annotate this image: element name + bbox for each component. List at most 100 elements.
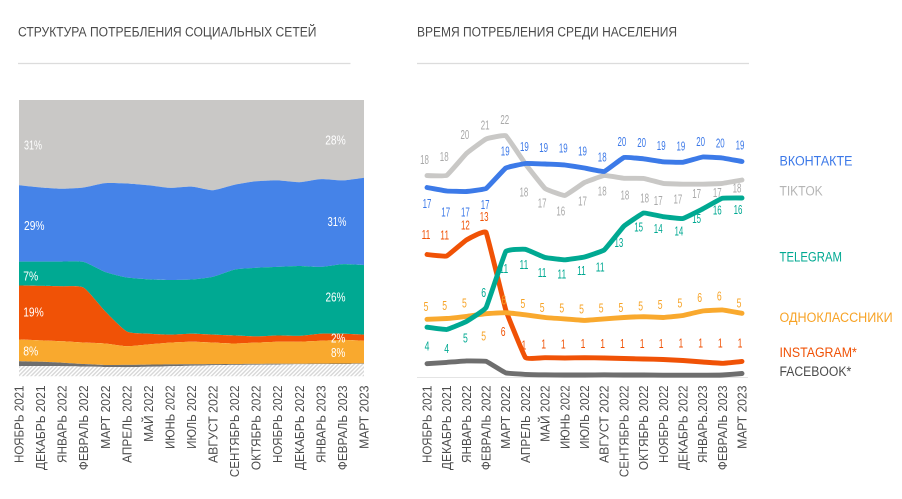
svg-text:18: 18 [598, 185, 607, 199]
svg-text:31%: 31% [24, 137, 42, 152]
svg-text:29%: 29% [24, 218, 45, 233]
svg-text:5: 5 [638, 299, 643, 313]
svg-text:16: 16 [556, 205, 565, 219]
svg-text:5: 5 [579, 303, 584, 317]
svg-text:11: 11 [596, 261, 605, 275]
svg-text:20: 20 [637, 136, 646, 150]
svg-text:19: 19 [520, 140, 529, 154]
svg-text:1: 1 [718, 337, 723, 351]
svg-text:СЕНТЯБРЬ 2022: СЕНТЯБРЬ 2022 [616, 386, 631, 478]
svg-text:6: 6 [501, 293, 506, 307]
svg-text:ДЕКАБРЬ 2021: ДЕКАБРЬ 2021 [439, 386, 454, 471]
svg-text:16: 16 [734, 203, 743, 217]
svg-text:18: 18 [520, 186, 529, 200]
svg-text:20: 20 [716, 137, 725, 151]
svg-text:17: 17 [538, 197, 547, 211]
svg-text:17: 17 [692, 187, 701, 201]
svg-text:20: 20 [618, 135, 627, 149]
svg-text:11: 11 [499, 262, 508, 276]
svg-text:17: 17 [578, 195, 587, 209]
svg-text:11: 11 [577, 264, 586, 278]
svg-text:12: 12 [461, 218, 470, 232]
svg-text:19: 19 [736, 139, 745, 153]
svg-text:5: 5 [442, 299, 447, 313]
svg-text:МАРТ 2023: МАРТ 2023 [357, 386, 372, 449]
svg-text:ДЕКАБРЬ 2021: ДЕКАБРЬ 2021 [33, 386, 48, 471]
svg-text:1: 1 [679, 337, 684, 351]
svg-text:НОЯБРЬ 2021: НОЯБРЬ 2021 [420, 386, 435, 464]
svg-text:22: 22 [500, 113, 509, 127]
svg-text:6: 6 [481, 286, 486, 300]
svg-text:5: 5 [658, 298, 663, 312]
svg-text:5: 5 [424, 300, 429, 314]
svg-text:19: 19 [677, 139, 686, 153]
svg-text:5: 5 [737, 297, 742, 311]
svg-text:19: 19 [539, 141, 548, 155]
svg-text:СТРУКТУРА ПОТРЕБЛЕНИЯ СОЦИАЛЬН: СТРУКТУРА ПОТРЕБЛЕНИЯ СОЦИАЛЬНЫХ СЕТЕЙ [18, 25, 317, 40]
svg-text:ФЕВРАЛЬ 2023: ФЕВРАЛЬ 2023 [335, 386, 350, 471]
svg-text:5: 5 [481, 330, 486, 344]
svg-text:СЕНТЯБРЬ 2022: СЕНТЯБРЬ 2022 [227, 386, 242, 478]
svg-text:5: 5 [540, 301, 545, 315]
svg-text:18: 18 [420, 153, 429, 167]
svg-text:1: 1 [659, 337, 664, 351]
svg-text:14: 14 [675, 225, 684, 239]
svg-text:19: 19 [501, 145, 510, 159]
svg-text:ЯНВАРЬ 2023: ЯНВАРЬ 2023 [313, 386, 328, 464]
svg-text:31%: 31% [328, 214, 347, 229]
svg-text:11: 11 [557, 268, 566, 282]
svg-text:1: 1 [522, 339, 527, 353]
svg-text:ОКТЯБРЬ 2022: ОКТЯБРЬ 2022 [636, 386, 651, 471]
svg-text:16: 16 [713, 203, 722, 217]
svg-text:5: 5 [559, 301, 564, 315]
svg-text:20: 20 [696, 135, 705, 149]
svg-text:8%: 8% [331, 345, 346, 360]
svg-text:7%: 7% [23, 269, 38, 284]
svg-text:ВКОНТАКТЕ: ВКОНТАКТЕ [780, 154, 853, 169]
svg-text:ФЕВРАЛЬ 2023: ФЕВРАЛЬ 2023 [715, 386, 730, 471]
svg-text:2%: 2% [331, 331, 346, 346]
svg-text:11: 11 [422, 228, 431, 242]
svg-text:ИЮЛЬ 2022: ИЮЛЬ 2022 [184, 386, 199, 449]
svg-text:4: 4 [425, 340, 430, 354]
svg-text:11: 11 [440, 229, 449, 243]
svg-text:TIKTOK: TIKTOK [780, 184, 823, 199]
svg-text:15: 15 [692, 212, 701, 226]
svg-text:17: 17 [423, 197, 432, 211]
svg-text:5: 5 [463, 332, 468, 346]
svg-text:17: 17 [441, 206, 450, 220]
svg-text:ДЕКАБРЬ 2022: ДЕКАБРЬ 2022 [675, 386, 690, 471]
svg-text:18: 18 [598, 151, 607, 165]
svg-text:13: 13 [480, 210, 489, 224]
svg-text:АВГУСТ 2022: АВГУСТ 2022 [597, 386, 612, 464]
svg-text:18: 18 [733, 181, 742, 195]
svg-text:TELEGRAM: TELEGRAM [780, 250, 843, 265]
svg-text:АВГУСТ 2022: АВГУСТ 2022 [206, 386, 221, 464]
svg-text:ОДНОКЛАССНИКИ: ОДНОКЛАССНИКИ [780, 310, 893, 325]
svg-text:19: 19 [559, 142, 568, 156]
svg-text:ФЕВРАЛЬ 2022: ФЕВРАЛЬ 2022 [76, 386, 91, 471]
svg-text:НОЯБРЬ 2021: НОЯБРЬ 2021 [12, 386, 27, 464]
svg-text:17: 17 [713, 186, 722, 200]
svg-text:19%: 19% [23, 305, 44, 320]
svg-text:21: 21 [481, 119, 490, 133]
svg-text:28%: 28% [325, 133, 346, 148]
svg-text:1: 1 [600, 337, 605, 351]
svg-text:5: 5 [619, 301, 624, 315]
svg-text:1: 1 [620, 337, 625, 351]
svg-text:1: 1 [640, 337, 645, 351]
svg-text:1: 1 [581, 337, 586, 351]
svg-text:11: 11 [520, 258, 529, 272]
svg-text:МАЙ 2022: МАЙ 2022 [538, 386, 553, 442]
svg-text:26%: 26% [326, 290, 346, 305]
svg-text:19: 19 [657, 139, 666, 153]
svg-text:АПРЕЛЬ 2022: АПРЕЛЬ 2022 [119, 386, 134, 464]
svg-text:1: 1 [561, 338, 566, 352]
svg-text:ИЮНЬ 2022: ИЮНЬ 2022 [162, 386, 177, 449]
svg-text:6: 6 [697, 291, 702, 305]
svg-text:4: 4 [444, 342, 449, 356]
svg-text:ДЕКАБРЬ 2022: ДЕКАБРЬ 2022 [292, 386, 307, 471]
svg-text:АПРЕЛЬ 2022: АПРЕЛЬ 2022 [518, 386, 533, 464]
svg-text:15: 15 [634, 221, 643, 235]
svg-text:FACEBOOK*: FACEBOOK* [780, 364, 852, 379]
